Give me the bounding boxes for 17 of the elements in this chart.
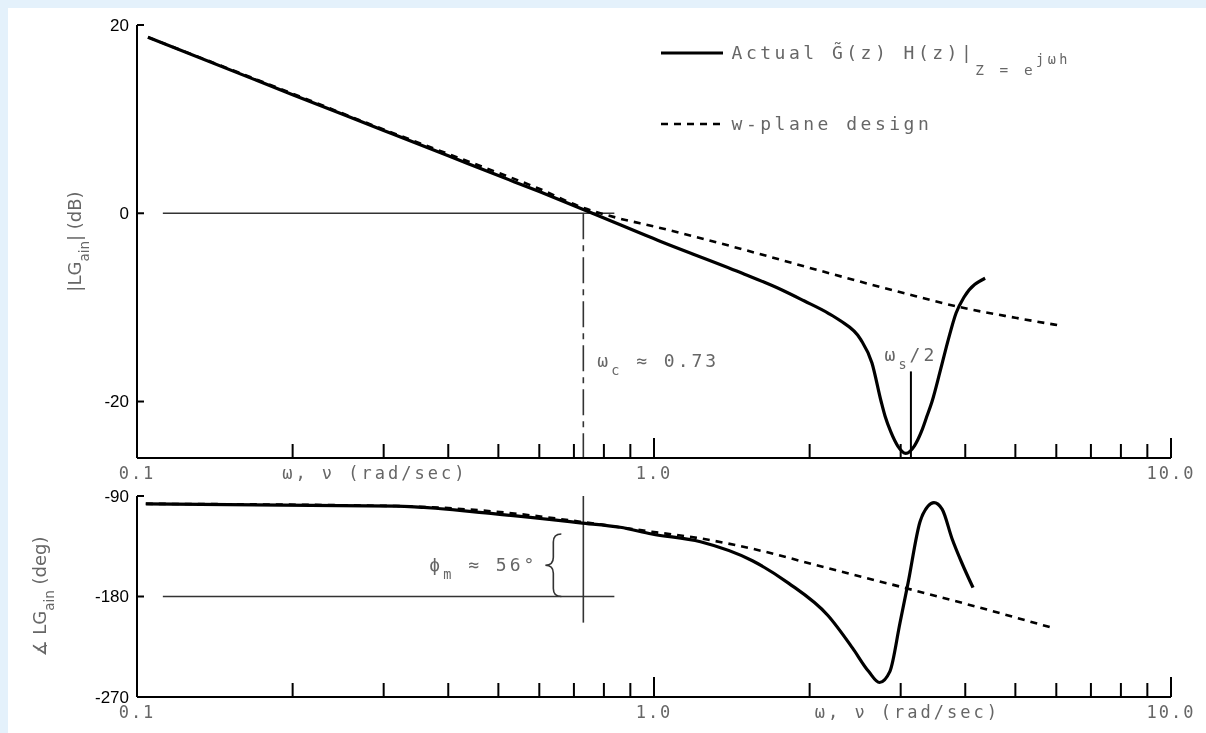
y-tick-label: 20 <box>110 15 129 35</box>
x-axis-title: ω, ν (rad/sec) <box>814 702 1000 722</box>
legend-label: w-plane design <box>731 111 933 136</box>
ref-line-label: ω$_{s}$/2 <box>884 344 938 373</box>
y-tick-label: -20 <box>104 392 129 412</box>
annotation: ϕ$_{m}$ ≈ 56° <box>429 554 538 583</box>
x-axis-title: ω, ν (rad/sec) <box>282 463 468 483</box>
x-tick-label: 1.0 <box>635 702 673 722</box>
x-tick-label: 10.0 <box>1146 463 1196 483</box>
ref-line-label: ω$_{c}$ ≈ 0.73 <box>597 350 720 379</box>
x-tick-label: 1.0 <box>635 463 673 483</box>
y-tick-label: -90 <box>104 486 129 506</box>
y-tick-label: -180 <box>94 587 129 607</box>
x-tick-label: 0.1 <box>118 702 156 722</box>
x-tick-label: 0.1 <box>118 463 156 483</box>
y-tick-label: 0 <box>119 204 129 224</box>
x-tick-label: 10.0 <box>1146 702 1196 722</box>
